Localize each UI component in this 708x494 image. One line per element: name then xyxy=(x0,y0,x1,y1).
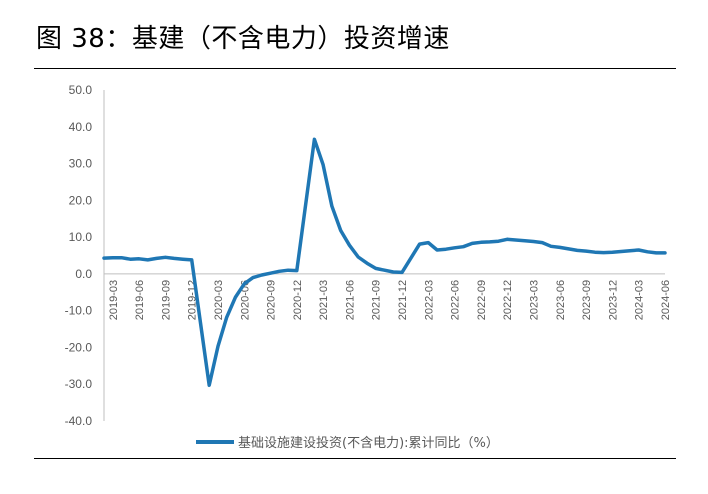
bottom-rule xyxy=(34,458,676,459)
legend: 基础设施建设投资(不含电力):累计同比（%） xyxy=(196,435,499,451)
x-tick-label: 2019-03 xyxy=(108,280,120,320)
y-axis-ticks: 50.0 40.0 30.0 20.0 10.0 0.0 -10.0 -20.0 -30.0 -4… xyxy=(65,83,93,428)
series-line xyxy=(102,137,667,388)
y-tick-label: -10.0 xyxy=(65,304,93,318)
x-tick-label: 2023-03 xyxy=(529,280,541,320)
x-tick-label: 2023-09 xyxy=(581,280,593,320)
y-tick-label: -40.0 xyxy=(65,414,93,428)
x-tick-label: 2023-06 xyxy=(555,280,567,320)
legend-label: 基础设施建设投资(不含电力):累计同比（%） xyxy=(238,435,499,451)
y-tick-label: -20.0 xyxy=(65,340,93,354)
x-tick-label: 2024-03 xyxy=(634,280,646,320)
x-tick-label: 2020-03 xyxy=(213,280,225,320)
x-tick-label: 2020-09 xyxy=(266,280,278,320)
y-tick-label: -30.0 xyxy=(65,377,93,391)
y-tick-label: 40.0 xyxy=(69,120,93,134)
x-tick-label: 2021-06 xyxy=(344,280,356,320)
x-tick-label: 2019-09 xyxy=(160,280,172,320)
x-tick-label: 2022-09 xyxy=(476,280,488,320)
y-tick-label: 20.0 xyxy=(69,193,93,207)
x-tick-label: 2021-09 xyxy=(371,280,383,320)
x-tick-label: 2021-12 xyxy=(397,280,409,320)
x-axis-ticks: 2019-03 2019-06 2019-09 2019-12 2020-03 2020-… xyxy=(108,280,672,320)
top-rule xyxy=(34,68,676,69)
x-tick-label: 2023-12 xyxy=(607,280,619,320)
y-tick-label: 10.0 xyxy=(69,230,93,244)
x-tick-label: 2021-03 xyxy=(318,280,330,320)
x-tick-label: 2019-06 xyxy=(134,280,146,320)
x-tick-label: 2022-06 xyxy=(450,280,462,320)
x-tick-label: 2020-12 xyxy=(292,280,304,320)
x-tick-label: 2024-06 xyxy=(660,280,672,320)
y-tick-label: 0.0 xyxy=(75,267,92,281)
y-tick-label: 50.0 xyxy=(69,83,93,97)
x-tick-label: 2022-12 xyxy=(502,280,514,320)
x-tick-label: 2022-03 xyxy=(423,280,435,320)
figure-title: 图 38：基建（不含电力）投资增速 xyxy=(36,24,450,54)
y-tick-label: 30.0 xyxy=(69,157,93,171)
